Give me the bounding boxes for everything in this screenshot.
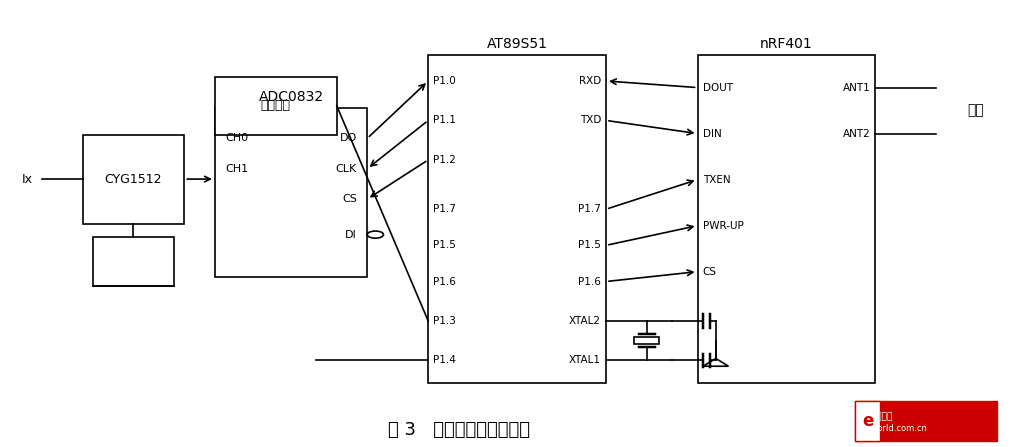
Bar: [635, 337, 659, 344]
Text: XTAL1: XTAL1: [569, 355, 601, 365]
Text: P1.7: P1.7: [433, 204, 457, 214]
Bar: [215, 77, 336, 135]
Text: TXD: TXD: [580, 115, 601, 126]
Bar: [83, 135, 184, 224]
Text: DOUT: DOUT: [702, 83, 733, 93]
Text: Ix: Ix: [21, 173, 33, 186]
Text: P1.6: P1.6: [578, 277, 601, 287]
Text: CH0: CH0: [225, 133, 248, 143]
Text: P1.5: P1.5: [433, 240, 457, 250]
Text: P1.1: P1.1: [433, 115, 457, 126]
Text: TXEN: TXEN: [702, 175, 731, 185]
Text: CS: CS: [342, 194, 357, 204]
Text: XTAL2: XTAL2: [569, 316, 601, 326]
Text: ANT2: ANT2: [843, 129, 870, 139]
Text: P1.6: P1.6: [433, 277, 457, 287]
Text: CYG1512: CYG1512: [105, 173, 162, 186]
Text: P1.3: P1.3: [433, 316, 457, 326]
FancyBboxPatch shape: [855, 401, 998, 441]
Text: ADC0832: ADC0832: [259, 90, 324, 104]
Text: 状态指示: 状态指示: [261, 99, 290, 112]
Text: 电子工程世界: 电子工程世界: [860, 412, 893, 421]
Text: PWR-UP: PWR-UP: [702, 221, 743, 231]
Bar: [215, 108, 367, 277]
FancyBboxPatch shape: [855, 401, 880, 441]
Text: P1.5: P1.5: [578, 240, 601, 250]
Text: ANT1: ANT1: [843, 83, 870, 93]
Text: CLK: CLK: [336, 164, 357, 174]
Text: P1.0: P1.0: [433, 76, 457, 86]
Text: nRF401: nRF401: [760, 37, 813, 51]
Bar: [697, 55, 875, 384]
Text: DIN: DIN: [702, 129, 721, 139]
Text: 天线: 天线: [967, 104, 983, 118]
Text: AT89S51: AT89S51: [487, 37, 547, 51]
Text: 图 3   消防栓信息采集模块: 图 3 消防栓信息采集模块: [387, 421, 530, 439]
Text: P1.4: P1.4: [433, 355, 457, 365]
Text: P1.2: P1.2: [433, 155, 457, 165]
Text: eeworld.com.cn: eeworld.com.cn: [860, 424, 927, 433]
Text: RXD: RXD: [579, 76, 601, 86]
Bar: [93, 237, 174, 286]
Text: DI: DI: [345, 230, 357, 240]
Text: P1.7: P1.7: [578, 204, 601, 214]
Text: CH1: CH1: [225, 164, 248, 174]
Bar: [428, 55, 606, 384]
Text: DO: DO: [339, 133, 357, 143]
Text: CS: CS: [702, 267, 716, 277]
Text: e: e: [862, 412, 873, 430]
